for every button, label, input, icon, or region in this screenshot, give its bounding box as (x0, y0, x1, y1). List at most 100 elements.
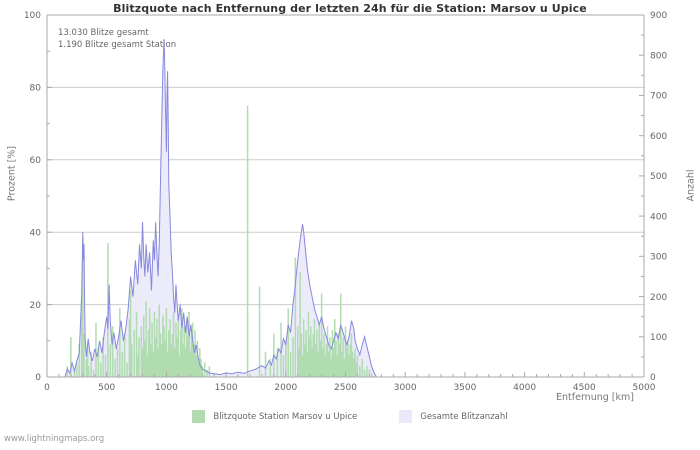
bar (197, 362, 200, 377)
bar (123, 333, 126, 377)
bar (344, 326, 347, 377)
bar (119, 308, 121, 377)
bar (345, 348, 348, 377)
legend-label-blitzquote: Blitzquote Station Marsov u Upice (213, 411, 358, 422)
bar (319, 340, 322, 377)
bar (195, 355, 197, 377)
bar (99, 362, 102, 377)
bar (191, 322, 194, 377)
bar (147, 329, 150, 377)
bar (172, 311, 175, 377)
tick-label-x: 0 (44, 383, 50, 393)
bar (83, 333, 85, 377)
tick-label-y-right: 200 (650, 293, 667, 303)
bar (177, 315, 180, 377)
bar (189, 351, 192, 377)
bar (157, 348, 159, 377)
legend-item-blitzquote: Blitzquote Station Marsov u Upice (192, 410, 357, 423)
bar (322, 348, 324, 377)
bar (371, 373, 373, 377)
tick-label-y-right: 0 (650, 373, 656, 383)
bar (168, 329, 170, 377)
bar (331, 329, 334, 377)
annotation-station-flashes: 1.190 Blitze gesamt Station (58, 40, 177, 50)
y-axis-left-label: Prozent [%] (6, 145, 18, 202)
bar (148, 308, 151, 377)
bar (208, 366, 211, 377)
bar (330, 358, 332, 377)
bar (80, 297, 83, 377)
bar (140, 326, 143, 377)
bar (193, 344, 195, 377)
tick-label-y-right: 600 (650, 132, 667, 142)
tick-label-y-left: 100 (24, 11, 41, 21)
bar (107, 243, 109, 377)
tick-label-x: 5000 (633, 383, 656, 393)
bar (184, 348, 187, 377)
bar (328, 351, 330, 377)
bar (121, 351, 123, 377)
bar (66, 366, 69, 377)
bar (338, 344, 341, 377)
bar (311, 348, 313, 377)
area-gesamte-blitzanzahl-fill (47, 39, 644, 377)
tick-label-x: 4000 (513, 383, 536, 393)
bar (171, 333, 174, 377)
area-gesamte-blitzanzahl-line (47, 39, 644, 378)
bar (138, 337, 140, 377)
bar (133, 329, 135, 377)
bar (166, 351, 169, 377)
tick-label-y-right: 800 (650, 51, 667, 61)
bar (162, 315, 164, 377)
tick-label-x: 4500 (573, 383, 596, 393)
bar (305, 329, 307, 377)
bar (329, 337, 331, 377)
bar (318, 322, 320, 377)
tick-label-x: 1000 (155, 383, 178, 393)
bar (347, 340, 349, 377)
bar (188, 311, 190, 377)
bar (150, 344, 152, 377)
bar (128, 319, 131, 377)
bar (178, 355, 181, 377)
bar (310, 326, 312, 377)
bar (276, 348, 279, 377)
bar (287, 308, 289, 377)
bar (282, 355, 285, 377)
tick-label-y-right: 100 (650, 333, 667, 343)
bar (323, 333, 325, 377)
tick-label-y-left: 0 (35, 373, 41, 383)
bar (146, 355, 149, 377)
tick-label-y-right: 700 (650, 92, 667, 102)
tick-label-y-right: 300 (650, 253, 667, 263)
bar (361, 358, 363, 377)
y-axis-right-label: Anzahl (685, 169, 697, 202)
bar (314, 344, 317, 377)
legend-label-gesamte: Gesamte Blitzanzahl (420, 411, 508, 422)
bar (363, 369, 366, 377)
bar (307, 311, 310, 377)
bar (350, 333, 353, 377)
tick-label-y-left: 40 (30, 228, 42, 238)
bar (109, 344, 112, 377)
bar (129, 290, 132, 377)
bar (334, 319, 336, 377)
bar (131, 344, 133, 377)
bar (308, 337, 311, 377)
tick-label-x: 3500 (453, 383, 476, 393)
bar (194, 329, 196, 377)
bar (199, 348, 201, 377)
bar (335, 340, 337, 377)
bar (368, 369, 371, 377)
bar (85, 358, 88, 377)
bar (154, 337, 157, 377)
bar (70, 337, 72, 377)
bar (317, 351, 319, 377)
bar (285, 340, 287, 377)
bar (353, 358, 355, 377)
bar (289, 351, 292, 377)
bar (175, 322, 177, 377)
bar (355, 362, 357, 377)
tick-label-y-left: 80 (30, 84, 42, 94)
